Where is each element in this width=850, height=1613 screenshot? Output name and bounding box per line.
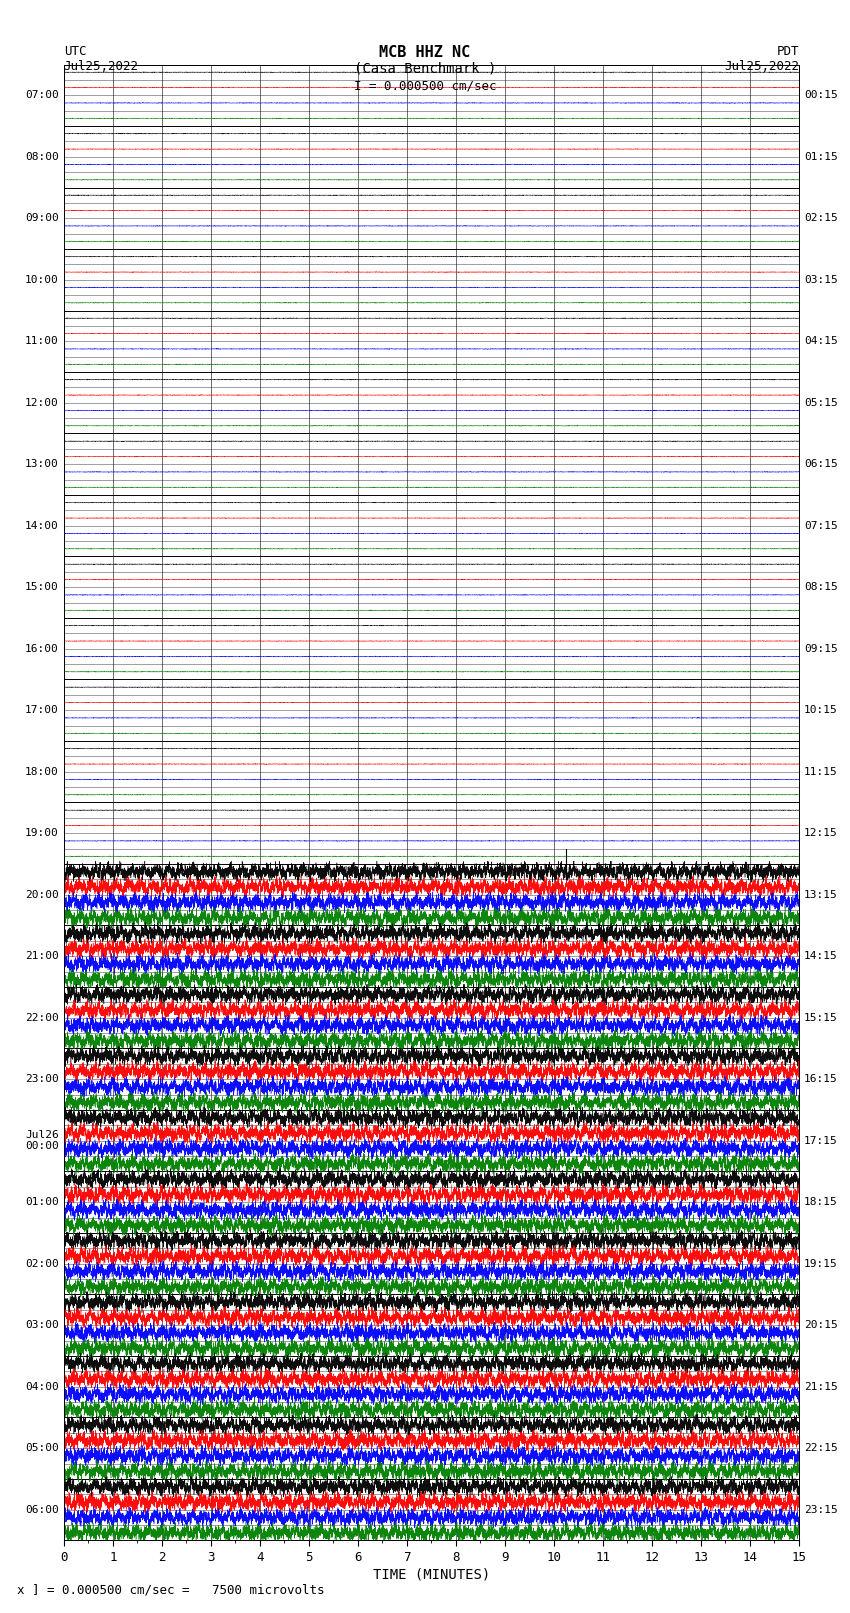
Text: MCB HHZ NC: MCB HHZ NC <box>379 45 471 60</box>
Text: Jul25,2022: Jul25,2022 <box>64 60 139 73</box>
Text: (Casa Benchmark ): (Casa Benchmark ) <box>354 61 496 76</box>
Text: x ] = 0.000500 cm/sec =   7500 microvolts: x ] = 0.000500 cm/sec = 7500 microvolts <box>17 1584 325 1597</box>
Text: UTC: UTC <box>64 45 86 58</box>
X-axis label: TIME (MINUTES): TIME (MINUTES) <box>373 1568 490 1582</box>
Text: PDT: PDT <box>777 45 799 58</box>
Text: I = 0.000500 cm/sec: I = 0.000500 cm/sec <box>354 79 496 92</box>
Text: Jul25,2022: Jul25,2022 <box>724 60 799 73</box>
